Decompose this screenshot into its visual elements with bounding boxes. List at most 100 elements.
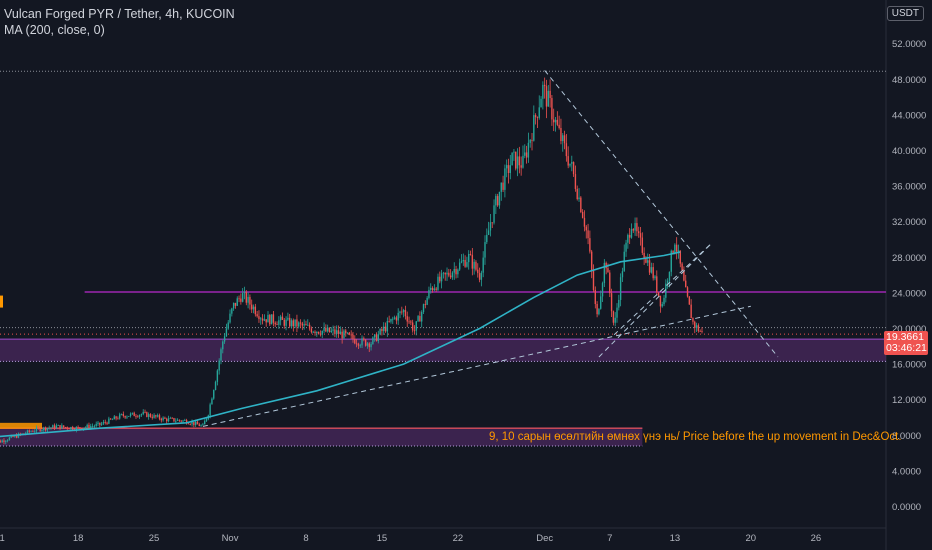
candle-body bbox=[477, 269, 479, 274]
candle-body bbox=[263, 319, 266, 321]
candle-body bbox=[439, 276, 441, 282]
candle-body bbox=[162, 417, 164, 421]
candle-body bbox=[337, 330, 340, 334]
candle-body bbox=[305, 324, 307, 326]
candle-body bbox=[638, 231, 640, 234]
candle-body bbox=[404, 309, 407, 317]
candle-body bbox=[478, 273, 481, 280]
candle-body bbox=[234, 302, 237, 306]
candle-body bbox=[500, 182, 502, 192]
candle-body bbox=[498, 191, 501, 206]
candle-body bbox=[654, 276, 656, 279]
candle-body bbox=[587, 230, 589, 239]
candle-body bbox=[256, 314, 258, 317]
trendline bbox=[613, 242, 713, 336]
x-tick-label: Nov bbox=[222, 533, 239, 544]
candle-body bbox=[357, 343, 360, 346]
candle-body bbox=[442, 272, 445, 274]
candle-body bbox=[578, 197, 580, 200]
y-tick-label: 32.0000 bbox=[892, 217, 926, 228]
candle-body bbox=[619, 277, 622, 300]
candle-body bbox=[61, 425, 63, 429]
candle-body bbox=[679, 250, 681, 264]
candle-body bbox=[455, 268, 457, 275]
candle-body bbox=[373, 334, 376, 338]
candle-body bbox=[171, 417, 173, 419]
candle-body bbox=[111, 419, 114, 421]
candle-body bbox=[339, 331, 342, 334]
candle-body bbox=[388, 321, 390, 322]
candle-body bbox=[292, 320, 295, 327]
x-tick-label: Dec bbox=[536, 533, 553, 544]
candle-body bbox=[393, 317, 396, 319]
candle-body bbox=[178, 419, 181, 421]
candle-body bbox=[50, 427, 52, 429]
candle-body bbox=[303, 324, 305, 326]
candle-body bbox=[451, 272, 454, 278]
candle-body bbox=[609, 272, 611, 294]
candle-body bbox=[164, 417, 166, 419]
candle-body bbox=[55, 425, 58, 429]
candle-body bbox=[527, 142, 530, 158]
candle-body bbox=[421, 312, 423, 322]
candle-body bbox=[574, 174, 577, 189]
candle-body bbox=[115, 416, 117, 419]
candle-body bbox=[106, 422, 108, 424]
candle-body bbox=[627, 234, 629, 243]
candle-body bbox=[350, 334, 352, 336]
candle-body bbox=[352, 334, 354, 340]
candle-body bbox=[91, 425, 94, 427]
candle-body bbox=[37, 427, 40, 429]
y-tick-label: 48.0000 bbox=[892, 75, 926, 86]
y-tick-label: 8.0000 bbox=[892, 431, 921, 442]
candle-body bbox=[563, 135, 566, 144]
candle-body bbox=[482, 257, 484, 273]
candle-body bbox=[1, 440, 3, 443]
candle-body bbox=[64, 427, 67, 428]
trendline bbox=[544, 70, 779, 358]
candle-body bbox=[133, 412, 135, 417]
candle-body bbox=[383, 326, 385, 332]
candle-body bbox=[538, 107, 540, 118]
candle-body bbox=[489, 222, 492, 231]
candle-body bbox=[328, 327, 331, 333]
candle-body bbox=[674, 244, 676, 253]
candle-body bbox=[395, 317, 398, 321]
candle-body bbox=[614, 317, 616, 323]
candle-body bbox=[28, 430, 30, 432]
candle-body bbox=[41, 430, 43, 432]
candle-body bbox=[32, 431, 34, 433]
candle-body bbox=[6, 440, 9, 442]
candle-body bbox=[652, 267, 654, 279]
candle-body bbox=[486, 234, 488, 243]
candle-body bbox=[341, 331, 343, 339]
candle-body bbox=[496, 196, 499, 206]
candle-body bbox=[594, 289, 597, 304]
chart-annotation[interactable]: 9, 10 сарын өсөлтийн өмнөх үнэ нь/ Price… bbox=[489, 431, 902, 443]
candle-body bbox=[314, 331, 316, 334]
orange-edge-marker bbox=[0, 295, 3, 308]
candle-body bbox=[610, 293, 613, 312]
candle-body bbox=[656, 276, 658, 293]
candle-body bbox=[216, 370, 219, 382]
candle-body bbox=[129, 413, 132, 416]
candle-body bbox=[375, 334, 378, 342]
candle-body bbox=[62, 425, 65, 428]
candle-body bbox=[422, 304, 425, 313]
candle-body bbox=[645, 258, 647, 263]
candle-body bbox=[522, 155, 524, 168]
candle-body bbox=[325, 327, 327, 332]
currency-badge[interactable]: USDT bbox=[886, 6, 924, 21]
candle-body bbox=[48, 427, 50, 429]
candle-body bbox=[93, 425, 96, 427]
candle-body bbox=[511, 152, 513, 166]
candle-body bbox=[469, 254, 472, 256]
candle-body bbox=[265, 319, 267, 323]
candle-body bbox=[232, 302, 235, 309]
candle-body bbox=[366, 343, 369, 346]
candle-body bbox=[236, 298, 238, 306]
candle-body bbox=[408, 321, 410, 323]
candle-body bbox=[59, 425, 61, 429]
candle-body bbox=[213, 389, 215, 399]
